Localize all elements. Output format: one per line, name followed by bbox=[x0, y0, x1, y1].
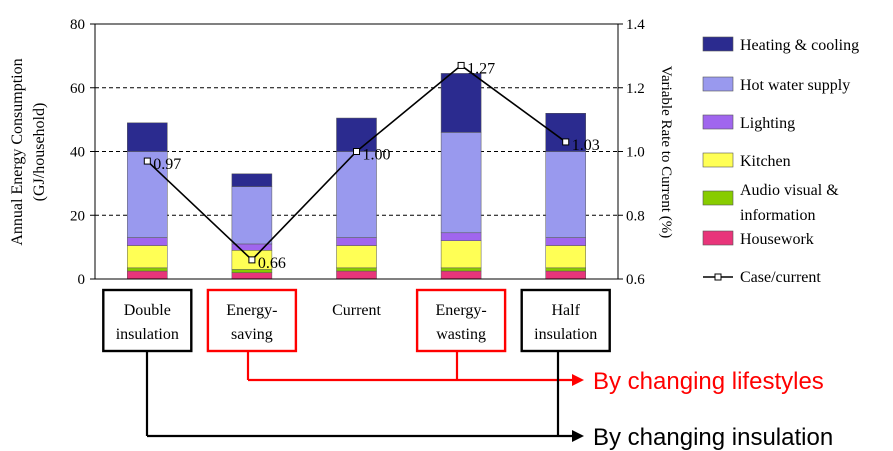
bar-segment bbox=[336, 245, 377, 269]
tick-labels: 0 20 40 60 80 0.6 0.8 1.0 1.2 1.4 bbox=[70, 17, 645, 288]
category-label: Half bbox=[551, 302, 580, 319]
y2-tick-label: 1.2 bbox=[626, 81, 645, 97]
bar-segment bbox=[127, 122, 168, 152]
category-label: Energy- bbox=[435, 302, 486, 319]
bar-segment bbox=[127, 267, 168, 272]
y-tick-label: 0 bbox=[78, 272, 86, 288]
y-tick-label: 60 bbox=[70, 81, 85, 97]
category-label: saving bbox=[231, 326, 273, 343]
line-value-label: 1.00 bbox=[363, 147, 391, 164]
y-axis-label-line1: Annual Energy Consumption bbox=[9, 58, 26, 245]
y2-tick-label: 1.0 bbox=[626, 145, 645, 161]
bar-segment bbox=[336, 270, 377, 280]
legend-label: Heating & cooling bbox=[740, 37, 859, 54]
insulation-arrow: By changing insulation bbox=[145, 352, 833, 451]
case-current-line: 0.97 0.66 1.00 1.27 1.03 bbox=[143, 60, 600, 272]
line-value-label: 0.66 bbox=[258, 255, 286, 272]
lifestyle-arrowhead bbox=[572, 374, 584, 386]
y-tick-label: 80 bbox=[70, 17, 85, 33]
bar-segment bbox=[440, 270, 482, 280]
category-label: wasting bbox=[436, 326, 486, 343]
legend-label: Kitchen bbox=[740, 153, 791, 170]
category-box bbox=[102, 288, 193, 353]
bars-group bbox=[127, 73, 586, 280]
insulation-arrowhead bbox=[572, 430, 584, 442]
y2-tick-label: 0.6 bbox=[626, 272, 645, 288]
line-value-label: 1.27 bbox=[467, 60, 495, 77]
legend-label: Lighting bbox=[740, 115, 795, 132]
category-box bbox=[206, 288, 298, 353]
line-point bbox=[457, 61, 465, 69]
y-axis-label-line2: (GJ/household) bbox=[31, 103, 48, 202]
legend: Heating & cooling Hot water supply Lightin… bbox=[702, 36, 859, 286]
legend-swatch bbox=[702, 190, 734, 206]
category-box bbox=[520, 288, 611, 353]
bar-segment bbox=[545, 270, 586, 280]
line-point bbox=[353, 148, 360, 155]
bar-segment bbox=[336, 117, 377, 152]
bar-segment bbox=[440, 240, 482, 269]
bar-segment bbox=[127, 270, 168, 280]
line-point bbox=[143, 157, 151, 165]
bar-segment bbox=[127, 237, 168, 246]
line-point bbox=[248, 256, 256, 264]
bar-segment bbox=[231, 186, 273, 245]
line-value-label: 0.97 bbox=[153, 156, 181, 173]
y2-tick-label: 1.4 bbox=[626, 17, 645, 33]
y-tick-label: 20 bbox=[70, 208, 85, 224]
insulation-label: By changing insulation bbox=[593, 424, 833, 451]
bar-segment bbox=[440, 132, 482, 234]
bar-segment bbox=[545, 237, 586, 246]
bar-segment bbox=[440, 267, 482, 272]
legend-label: Housework bbox=[740, 231, 814, 248]
lifestyle-arrow: By changing lifestyles bbox=[246, 352, 824, 395]
category-label: Current bbox=[332, 302, 381, 319]
bar-segment bbox=[231, 272, 273, 280]
bar-segment bbox=[231, 173, 273, 187]
bar-segment bbox=[127, 245, 168, 269]
legend-label: Hot water supply bbox=[740, 77, 850, 94]
bar-segment bbox=[545, 151, 586, 238]
category-box bbox=[415, 288, 507, 353]
legend-swatch bbox=[702, 76, 734, 92]
legend-label: Audio visual & bbox=[740, 182, 839, 199]
bar-segment bbox=[440, 73, 482, 133]
category-label: insulation bbox=[534, 326, 597, 343]
legend-swatch bbox=[702, 36, 734, 52]
legend-swatch bbox=[702, 152, 734, 168]
category-label: insulation bbox=[116, 326, 179, 343]
legend-label: Case/current bbox=[740, 269, 821, 286]
bar-segment bbox=[336, 267, 377, 272]
legend-label: information bbox=[740, 207, 816, 224]
category-label: Energy- bbox=[226, 302, 277, 319]
bar-segment bbox=[440, 232, 482, 241]
bar-segment bbox=[127, 151, 168, 238]
bar-segment bbox=[545, 245, 586, 269]
category-label: Double bbox=[124, 302, 171, 319]
legend-swatch bbox=[702, 230, 734, 246]
legend-swatch bbox=[702, 114, 734, 130]
y2-tick-label: 0.8 bbox=[626, 208, 645, 224]
legend-line-marker bbox=[714, 273, 722, 281]
y2-axis-label: Variable Rate to Current (%) bbox=[658, 66, 674, 238]
lifestyle-label: By changing lifestyles bbox=[593, 368, 824, 395]
line-value-label: 1.03 bbox=[572, 137, 600, 154]
y-tick-label: 40 bbox=[70, 145, 85, 161]
bar-segment bbox=[545, 267, 586, 272]
line-point bbox=[562, 138, 570, 146]
category-labels: Double insulation Energy-saving Current Ener… bbox=[102, 288, 611, 353]
bar-segment bbox=[336, 237, 377, 246]
bar-segment bbox=[336, 151, 377, 238]
